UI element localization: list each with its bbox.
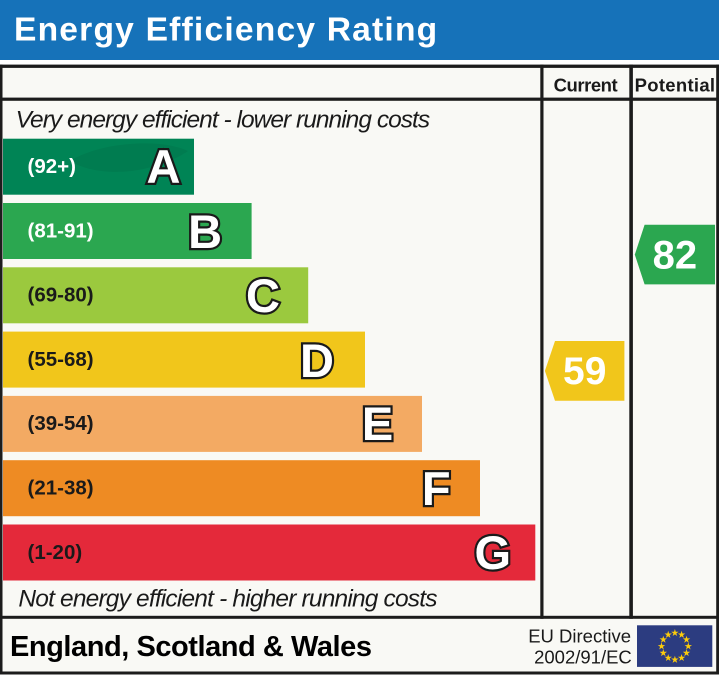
svg-text:C: C: [246, 269, 280, 322]
svg-text:EU Directive: EU Directive: [528, 626, 631, 647]
svg-text:Potential: Potential: [635, 74, 716, 95]
svg-text:Energy Efficiency Rating: Energy Efficiency Rating: [14, 11, 438, 48]
svg-text:D: D: [300, 334, 334, 387]
svg-text:(1-20): (1-20): [28, 541, 83, 564]
svg-text:England, Scotland & Wales: England, Scotland & Wales: [10, 631, 372, 663]
svg-text:(69-80): (69-80): [28, 284, 94, 307]
svg-text:B: B: [188, 205, 222, 258]
svg-text:2002/91/EC: 2002/91/EC: [534, 646, 632, 667]
svg-text:G: G: [475, 526, 512, 579]
svg-text:(81-91): (81-91): [28, 219, 94, 242]
svg-text:59: 59: [563, 350, 606, 393]
svg-text:82: 82: [653, 234, 698, 278]
svg-text:A: A: [147, 140, 181, 193]
svg-text:Current: Current: [554, 74, 618, 95]
svg-text:(55-68): (55-68): [28, 348, 94, 371]
svg-text:F: F: [422, 462, 451, 515]
svg-text:E: E: [362, 397, 393, 450]
svg-text:(92+): (92+): [28, 155, 76, 178]
svg-text:(21-38): (21-38): [28, 477, 94, 500]
svg-text:Not energy efficient - higher: Not energy efficient - higher running co…: [18, 585, 437, 612]
svg-text:Very energy efficient - lower: Very energy efficient - lower running co…: [16, 106, 430, 133]
svg-text:(39-54): (39-54): [28, 412, 94, 435]
